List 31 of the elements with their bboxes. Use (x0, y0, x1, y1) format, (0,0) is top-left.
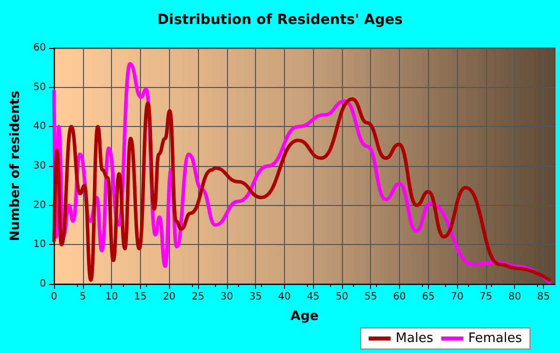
x-tick-label: 65 (422, 292, 435, 302)
x-tick-label: 50 (336, 292, 348, 302)
y-tick-label: 20 (33, 200, 46, 211)
y-tick-label: 10 (33, 239, 46, 250)
x-tick-label: 25 (192, 292, 204, 302)
y-tick-label: 0 (40, 278, 46, 290)
x-tick-label: 55 (364, 292, 378, 302)
x-tick-label: 75 (480, 292, 492, 302)
x-tick-label: 0 (50, 292, 58, 302)
x-tick-label: 40 (278, 292, 291, 302)
y-tick-label: 30 (33, 160, 46, 172)
x-tick-label: 45 (306, 292, 320, 302)
x-tick-label: 20 (162, 292, 176, 302)
x-tick-label: 10 (105, 292, 118, 302)
line-series (52, 97, 551, 282)
x-tick-label: 30 (220, 292, 234, 302)
legend-label: Males (396, 331, 434, 346)
chart-title: Distribution of Residents' Ages (157, 12, 403, 28)
x-tick-label: 5 (80, 292, 86, 302)
legend-label: Females (468, 331, 522, 346)
y-tick-label: 60 (33, 42, 46, 54)
y-tick-label: 50 (33, 82, 46, 93)
y-axis-title: Number of residents (8, 90, 23, 242)
x-tick-label: 60 (393, 292, 406, 302)
y-tick-label: 40 (33, 121, 46, 132)
x-axis-title: Age (290, 309, 319, 324)
x-tick-label: 15 (134, 292, 147, 302)
x-tick-label: 85 (537, 292, 550, 302)
x-tick-label: 80 (508, 292, 522, 302)
x-tick-label: 35 (249, 292, 262, 302)
x-tick-label: 70 (450, 292, 464, 302)
